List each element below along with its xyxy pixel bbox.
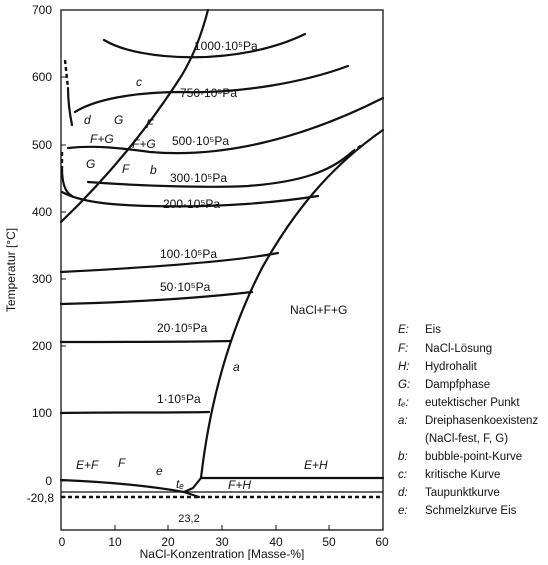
legend-text-a: Dreiphasenkoexistenz (425, 415, 538, 427)
y-tick-label-minus-20-8: -20,8 (27, 491, 55, 505)
label-FG-right: F+G (132, 137, 156, 151)
y-tick-label-300: 300 (32, 272, 52, 286)
y-tick-label-500: 500 (32, 138, 52, 152)
isobar-1 (59, 410, 211, 415)
isobar-label-1000: 1000·10⁵Pa (194, 39, 258, 53)
y-tick-label-100: 100 (32, 406, 52, 420)
x-ticks (114, 525, 330, 530)
x-tick-label-0: 0 (59, 535, 66, 549)
label-F-upper: F (146, 117, 154, 131)
label-E-F: E+F (76, 458, 99, 472)
y-tick-label-600: 600 (32, 70, 52, 84)
three-phase-curve-a (199, 128, 385, 480)
x-tick-label-50: 50 (322, 535, 336, 549)
legend-symbol-e: e: (398, 505, 408, 517)
isobar-label-500: 500·10⁵Pa (172, 134, 229, 148)
isobar-300 (86, 150, 354, 188)
legend-symbol-d: d: (398, 487, 408, 499)
x-tick-label-20: 20 (161, 535, 175, 549)
isobar-label-1: 1·10⁵Pa (157, 392, 201, 406)
label-FG-left: F+G (90, 132, 114, 146)
label-G-upper: G (114, 113, 123, 127)
legend-text-d: Taupunktkurve (425, 487, 500, 499)
legend-symbol-b: b: (398, 451, 408, 463)
label-E-H: E+H (304, 458, 328, 472)
legend-symbol-F: F: (398, 343, 408, 355)
isobar-500 (66, 96, 385, 155)
legend-symbol-H: H: (398, 361, 410, 373)
legend-symbol-a: a: (398, 415, 408, 427)
y-tick-label-0: 0 (45, 474, 52, 488)
legend-text-H: Hydrohalit (425, 361, 478, 373)
isobar-label-300: 300·10⁵Pa (170, 171, 227, 185)
y-tick-label-200: 200 (32, 339, 52, 353)
legend-symbol-G: G: (398, 379, 410, 391)
x-tick-label-60: 60 (375, 535, 389, 549)
legend-text-c: kritische Kurve (425, 469, 500, 481)
x-tick-label-23-2: 23,2 (178, 513, 199, 525)
legend-text-F: NaCl-Lösung (425, 343, 492, 355)
legend-text-G: Dampfphase (425, 379, 490, 391)
legend-text-a-detail: (NaCl-fest, F, G) (425, 433, 508, 445)
label-a: a (233, 360, 240, 374)
label-G-lower: G (86, 157, 95, 171)
legend-symbol-c: c: (398, 469, 407, 481)
y-tick-label-700: 700 (32, 3, 52, 17)
isobar-label-50: 50·10⁵Pa (160, 280, 211, 294)
isobar-20 (59, 339, 233, 344)
critical-curve-c (59, 8, 210, 224)
label-F-lower: F (122, 162, 130, 176)
x-axis-title: NaCl-Konzentration [Masse-%] (140, 547, 305, 560)
label-b: b (150, 163, 157, 177)
label-F-bottom: F (118, 456, 126, 470)
x-tick-label-30: 30 (215, 535, 229, 549)
legend-text-te: eutektischer Punkt (425, 397, 520, 409)
isobar-200 (60, 190, 320, 208)
ice-melting-curve-e (59, 478, 186, 494)
isobar-label-200: 200·10⁵Pa (163, 197, 220, 211)
dew-curve-lower (60, 166, 74, 198)
isobar-label-20: 20·10⁵Pa (157, 321, 208, 335)
dew-curve-dashed-upper (63, 59, 70, 89)
label-te: tₑ (176, 477, 184, 491)
isobar-750 (73, 64, 350, 114)
eutectic-join (182, 476, 203, 494)
isobar-label-750: 750·10⁵Pa (180, 86, 237, 100)
isobar-50 (59, 290, 254, 306)
label-e: e (156, 464, 163, 478)
isobar-1000 (102, 32, 307, 59)
legend-text-b: bubble-point-Kurve (425, 451, 522, 463)
y-axis-title: Temperatur [°C] (4, 228, 18, 312)
x-tick-label-40: 40 (269, 535, 283, 549)
isobar-label-100: 100·10⁵Pa (160, 247, 217, 261)
y-ticks (61, 9, 66, 498)
y-tick-label-400: 400 (32, 205, 52, 219)
legend: E: Eis F: NaCl-Lösung H: Hydrohalit G: D… (398, 324, 538, 517)
legend-text-e: Schmelzkurve Eis (425, 505, 517, 517)
dew-curve-d (66, 86, 74, 127)
label-NaCl-F-G: NaCl+F+G (290, 303, 347, 317)
label-c: c (136, 75, 142, 89)
legend-symbol-te: tₑ: (398, 397, 409, 409)
label-F-H: F+H (228, 478, 251, 492)
label-d: d (84, 113, 91, 127)
x-tick-label-10: 10 (108, 535, 122, 549)
isobar-100 (59, 251, 280, 274)
legend-text-E: Eis (425, 324, 441, 336)
legend-symbol-E: E: (398, 324, 409, 336)
